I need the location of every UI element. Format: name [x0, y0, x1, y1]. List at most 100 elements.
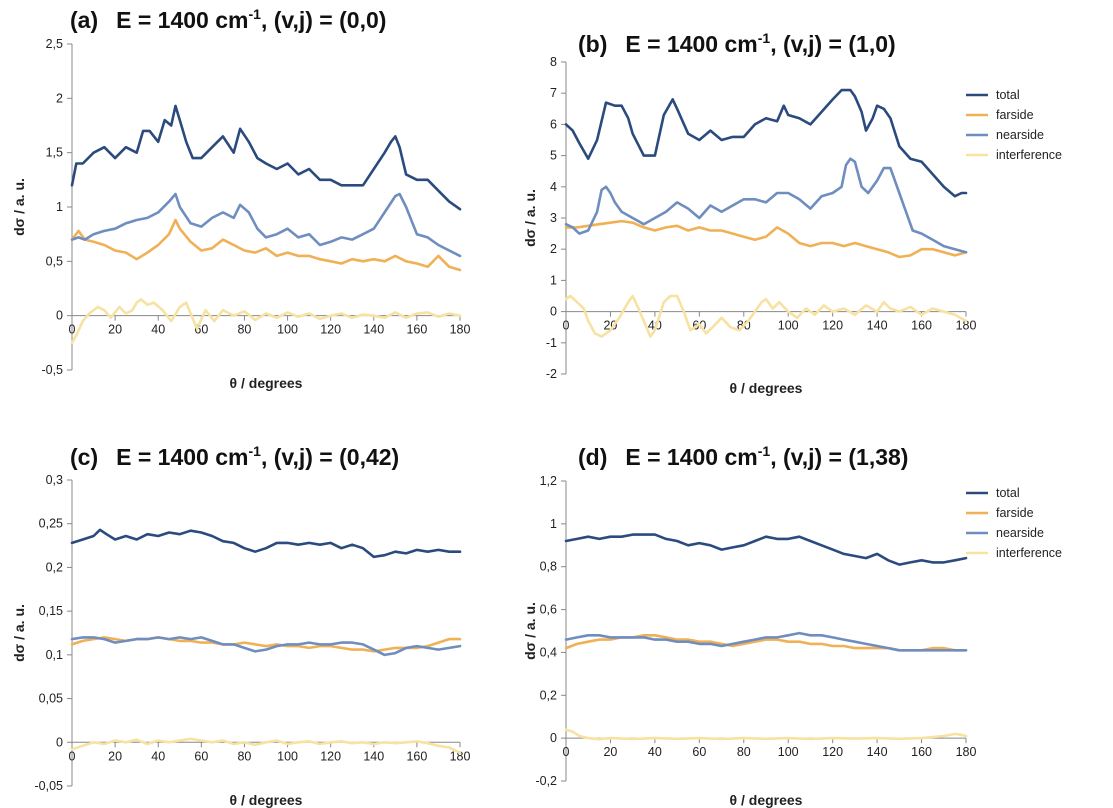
series-nearside-line: [564, 157, 968, 254]
title-superscript: -1: [248, 6, 261, 22]
x-tick-label: 140: [867, 319, 888, 333]
x-tick-label: 120: [320, 749, 341, 763]
series-interference-line: [564, 728, 968, 741]
x-tick-label: 20: [108, 323, 122, 337]
y-axis-label: dσ / a. u.: [11, 178, 27, 236]
x-tick-label: 140: [363, 323, 384, 337]
x-tick-label: 180: [956, 319, 977, 333]
legend-label-farside: farside: [996, 506, 1034, 520]
x-axis-label: θ / degrees: [230, 792, 303, 808]
series-total-line: [564, 88, 968, 198]
y-tick-label: 0: [550, 731, 557, 745]
x-tick-label: 40: [151, 749, 165, 763]
y-tick-label: 0,4: [540, 645, 557, 659]
y-tick-label: 1: [550, 273, 557, 287]
y-tick-label: 0,15: [39, 604, 63, 618]
y-tick-label: 1,5: [46, 146, 63, 160]
x-tick-label: 140: [363, 749, 384, 763]
x-tick-label: 0: [69, 323, 76, 337]
x-tick-label: 180: [956, 745, 977, 759]
legend-label-total: total: [996, 486, 1020, 500]
panel-d: (d) E = 1400 cm-1, (v,j) = (1,38) -0,2 0 0,2…: [522, 443, 1062, 808]
y-tick-label: 0,2: [46, 560, 63, 574]
x-tick-label: 20: [108, 749, 122, 763]
title-panel: (b): [578, 31, 607, 57]
x-tick-label: 100: [778, 319, 799, 333]
y-tick-label: -2: [546, 367, 557, 381]
chart-title: (c) E = 1400 cm-1, (v,j) = (0,42): [70, 443, 399, 470]
legend-label-interference: interference: [996, 148, 1062, 162]
title-suffix: , (v,j) = (0,0): [261, 7, 386, 33]
y-tick-label: 7: [550, 86, 557, 100]
series-interference-line: [70, 737, 462, 755]
legend: total farside nearside interference: [966, 486, 1062, 560]
y-tick-label: 0,2: [540, 688, 557, 702]
x-tick-label: 60: [692, 745, 706, 759]
y-tick-label: 0,05: [39, 692, 63, 706]
y-tick-label: -1: [546, 336, 557, 350]
x-axis-label: θ / degrees: [730, 792, 803, 808]
x-tick-label: 120: [320, 323, 341, 337]
title-prefix: E = 1400 cm: [625, 444, 757, 470]
legend-label-nearside: nearside: [996, 128, 1044, 142]
y-tick-label: 1: [550, 517, 557, 531]
y-axis-label: dσ / a. u.: [11, 604, 27, 662]
title-prefix: E = 1400 cm: [116, 444, 248, 470]
x-tick-label: 140: [867, 745, 888, 759]
y-tick-label: 0: [56, 735, 63, 749]
series-interference-line: [564, 294, 968, 338]
y-tick-label: 3: [550, 211, 557, 225]
title-panel: (a): [70, 7, 98, 33]
x-tick-label: 20: [603, 745, 617, 759]
x-tick-label: 100: [277, 749, 298, 763]
x-tick-label: 180: [450, 323, 471, 337]
chart-title: (d) E = 1400 cm-1, (v,j) = (1,38): [578, 443, 908, 470]
x-tick-label: 60: [194, 749, 208, 763]
panel-b: (b) E = 1400 cm-1, (v,j) = (1,0)-2-101234…: [522, 30, 1062, 396]
x-tick-label: 160: [911, 319, 932, 333]
x-tick-label: 120: [822, 745, 843, 759]
y-tick-label: 0,8: [540, 560, 557, 574]
legend-label-farside: farside: [996, 108, 1034, 122]
x-tick-label: 40: [648, 745, 662, 759]
series-farside-line: [70, 218, 462, 272]
x-tick-label: 100: [277, 323, 298, 337]
x-tick-label: 100: [778, 745, 799, 759]
series-total-line: [70, 104, 462, 211]
y-axis-label: dσ / a. u.: [522, 189, 538, 247]
legend: total farside nearside interference: [966, 88, 1062, 162]
y-tick-label: 2: [56, 91, 63, 105]
series-farside-line: [564, 219, 968, 259]
title-suffix: , (v,j) = (1,0): [770, 31, 895, 57]
y-tick-label: 1: [56, 200, 63, 214]
title-prefix: E = 1400 cm: [625, 31, 757, 57]
x-tick-label: 160: [406, 323, 427, 337]
x-tick-label: 40: [151, 323, 165, 337]
y-tick-label: 0: [550, 305, 557, 319]
y-tick-label: -0,2: [535, 774, 557, 788]
x-tick-label: 80: [237, 323, 251, 337]
x-tick-label: 80: [737, 745, 751, 759]
legend-label-total: total: [996, 88, 1020, 102]
y-axis-label: dσ / a. u.: [522, 602, 538, 660]
title-suffix: , (v,j) = (0,42): [261, 444, 399, 470]
x-tick-label: 0: [563, 745, 570, 759]
legend-label-interference: interference: [996, 546, 1062, 560]
series-nearside-line: [70, 636, 462, 657]
y-tick-label: 5: [550, 149, 557, 163]
panel-c: (c) E = 1400 cm-1, (v,j) = (0,42) -0,05 0 0,…: [11, 443, 470, 808]
y-tick-label: 4: [550, 180, 557, 194]
series-total-line: [564, 533, 968, 566]
title-panel: (c): [70, 444, 98, 470]
y-tick-label: 1,2: [540, 474, 557, 488]
series-nearside-line: [70, 192, 462, 258]
series-interference-line: [70, 298, 462, 345]
y-tick-label: 0,1: [46, 648, 63, 662]
title-suffix: , (v,j) = (1,38): [770, 444, 908, 470]
title-panel: (d): [578, 444, 607, 470]
y-tick-label: 0: [56, 309, 63, 323]
y-tick-label: 0,6: [540, 603, 557, 617]
y-tick-label: -0,5: [41, 363, 63, 377]
series-total-line: [70, 528, 462, 559]
title-superscript: -1: [248, 443, 261, 459]
